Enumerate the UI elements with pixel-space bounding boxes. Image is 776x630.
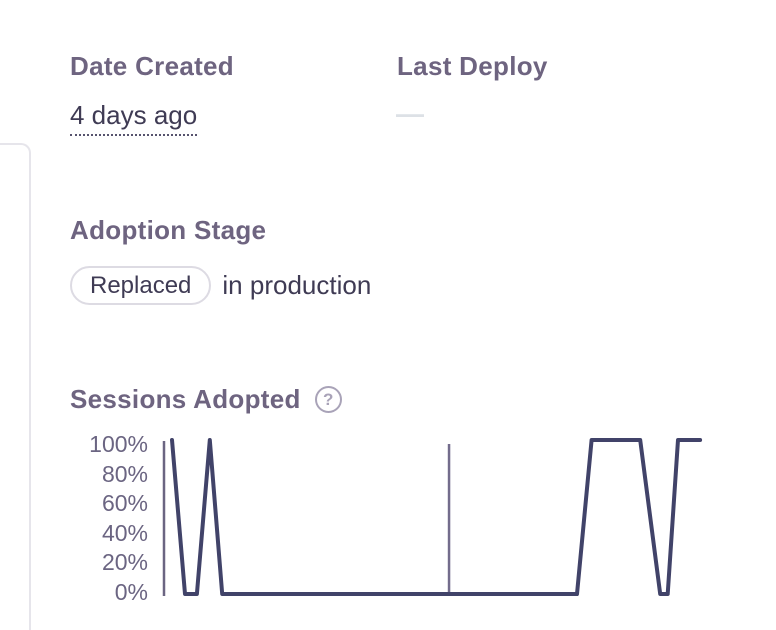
adoption-stage-badge-label: Replaced: [90, 271, 192, 299]
y-tick-label: 40%: [101, 519, 148, 546]
question-mark-circle-icon[interactable]: ?: [314, 386, 342, 413]
adjacent-card-border: [0, 143, 31, 630]
date-created-tooltip-trigger[interactable]: 4 days ago: [70, 100, 198, 136]
date-created-value[interactable]: 4 days ago: [70, 100, 198, 136]
y-tick-label: 80%: [101, 460, 148, 487]
sessions-adopted-line: [170, 438, 703, 596]
sessions-chart-svg: [162, 438, 703, 596]
last-deploy-label: Last Deploy: [397, 51, 548, 81]
question-mark-glyph: ?: [322, 389, 334, 409]
sessions-adopted-label: Sessions Adopted: [70, 384, 301, 414]
y-tick-label: 20%: [101, 549, 148, 576]
adoption-stage-label: Adoption Stage: [70, 215, 267, 245]
adoption-stage-context: in production: [222, 270, 372, 300]
adoption-stage-badge: Replaced: [70, 266, 212, 305]
adoption-stage-row: Replaced in production: [70, 266, 371, 305]
y-axis-tick-labels: 100% 80% 60% 40% 20% 0%: [62, 430, 148, 608]
y-tick-label: 100%: [89, 431, 148, 457]
date-created-label: Date Created: [70, 51, 234, 81]
last-deploy-value: —: [396, 98, 424, 129]
sessions-adopted-header: Sessions Adopted ?: [70, 384, 342, 415]
y-tick-label: 0%: [114, 578, 148, 605]
y-tick-label: 60%: [101, 490, 148, 517]
